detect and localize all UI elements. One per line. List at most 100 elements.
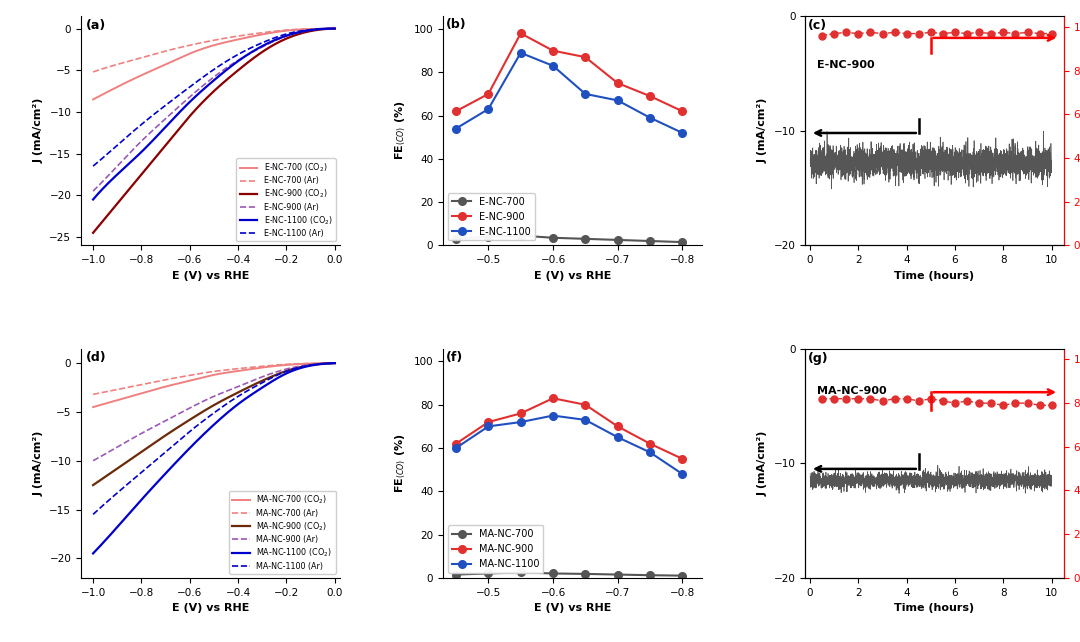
MA-NC-1100 <box>676 470 689 478</box>
Line: MA-NC-700 (Ar): MA-NC-700 (Ar) <box>93 363 335 394</box>
E-NC-900 (Ar) <box>183 94 195 101</box>
E-NC-1100 <box>676 129 689 137</box>
E-NC-700 (Ar) <box>116 59 129 67</box>
MA-NC-1100 (Ar) <box>262 376 275 383</box>
MA-NC-700 (Ar) <box>262 362 275 370</box>
MA-NC-900 <box>546 394 559 402</box>
Line: MA-NC-1100: MA-NC-1100 <box>453 412 686 478</box>
E-NC-900 (Ar) <box>86 187 99 195</box>
Y-axis label: FE$_{(CO)}$ (%): FE$_{(CO)}$ (%) <box>394 433 408 493</box>
E-NC-1100 (CO$_2$) <box>261 40 274 48</box>
E-NC-700 (CO$_2$) <box>262 30 275 37</box>
MA-NC-700 (CO$_2$) <box>262 363 275 370</box>
MA-NC-900 (CO$_2$) <box>262 374 275 381</box>
Text: (a): (a) <box>85 19 106 31</box>
MA-NC-900 <box>579 401 592 408</box>
MA-NC-1100 (Ar) <box>183 428 195 436</box>
E-NC-900 <box>579 53 592 61</box>
E-NC-700 (CO$_2$) <box>183 50 195 58</box>
MA-NC-1100 (CO$_2$) <box>262 379 275 387</box>
MA-NC-900 (Ar) <box>183 404 195 412</box>
X-axis label: E (V) vs RHE: E (V) vs RHE <box>172 271 249 281</box>
MA-NC-1100 <box>514 418 527 426</box>
MA-NC-700 <box>546 569 559 577</box>
E-NC-900 <box>676 107 689 115</box>
MA-NC-900 (CO$_2$) <box>261 374 274 382</box>
E-NC-1100 (CO$_2$) <box>262 39 275 47</box>
MA-NC-900 (Ar) <box>86 457 99 465</box>
X-axis label: Time (hours): Time (hours) <box>894 603 974 613</box>
MA-NC-700 <box>611 571 624 578</box>
E-NC-700 (CO$_2$) <box>261 30 274 37</box>
E-NC-900 (CO$_2$) <box>239 61 252 69</box>
E-NC-700 (CO$_2$) <box>165 58 178 65</box>
MA-NC-1100 <box>611 433 624 441</box>
Line: E-NC-900 (CO$_2$): E-NC-900 (CO$_2$) <box>93 28 335 233</box>
E-NC-1100 (Ar) <box>239 47 252 55</box>
MA-NC-1100 <box>644 449 657 456</box>
Legend: E-NC-700 (CO$_2$), E-NC-700 (Ar), E-NC-900 (CO$_2$), E-NC-900 (Ar), E-NC-1100 (C: E-NC-700 (CO$_2$), E-NC-700 (Ar), E-NC-9… <box>237 159 336 241</box>
E-NC-1100 (Ar) <box>262 36 275 44</box>
MA-NC-700 (Ar) <box>183 372 195 379</box>
E-NC-900 <box>514 30 527 37</box>
E-NC-1100 (CO$_2$) <box>327 24 340 32</box>
Y-axis label: FE$_{(CO)}$ (%): FE$_{(CO)}$ (%) <box>394 101 408 160</box>
E-NC-700 <box>449 235 462 243</box>
E-NC-900 (Ar) <box>116 157 129 165</box>
MA-NC-900 (CO$_2$) <box>165 428 178 435</box>
MA-NC-700 (CO$_2$) <box>86 403 99 411</box>
MA-NC-1100 <box>546 412 559 419</box>
MA-NC-900 <box>514 410 527 417</box>
E-NC-1100 (CO$_2$) <box>183 99 195 107</box>
E-NC-900 (Ar) <box>261 40 274 48</box>
MA-NC-700 <box>514 569 527 577</box>
E-NC-1100 (CO$_2$) <box>86 196 99 204</box>
Line: MA-NC-700: MA-NC-700 <box>453 569 686 580</box>
MA-NC-700 (CO$_2$) <box>165 381 178 389</box>
MA-NC-700 (CO$_2$) <box>328 360 341 367</box>
MA-NC-900 (Ar) <box>262 370 275 378</box>
Text: MA-NC-900: MA-NC-900 <box>818 386 887 396</box>
E-NC-700 <box>676 238 689 246</box>
MA-NC-900 (Ar) <box>261 371 274 379</box>
E-NC-1100 <box>449 125 462 132</box>
MA-NC-900 (CO$_2$) <box>86 482 99 489</box>
MA-NC-1100 (Ar) <box>261 376 274 384</box>
MA-NC-700 (Ar) <box>86 390 99 398</box>
E-NC-700 <box>579 235 592 243</box>
E-NC-900 <box>482 90 495 98</box>
E-NC-700 (Ar) <box>239 31 252 39</box>
E-NC-700 (Ar) <box>183 42 195 49</box>
Text: (d): (d) <box>85 351 107 365</box>
Line: E-NC-1100 (Ar): E-NC-1100 (Ar) <box>93 28 335 166</box>
Text: (g): (g) <box>808 352 828 365</box>
MA-NC-1100 (CO$_2$) <box>183 445 195 453</box>
Y-axis label: J (mA/cm²): J (mA/cm²) <box>33 98 43 163</box>
E-NC-700 <box>644 237 657 245</box>
E-NC-1100 (CO$_2$) <box>116 166 129 174</box>
Line: MA-NC-900 (CO$_2$): MA-NC-900 (CO$_2$) <box>93 363 335 485</box>
E-NC-1100 (CO$_2$) <box>239 53 252 60</box>
MA-NC-700 <box>449 571 462 578</box>
E-NC-1100 <box>579 90 592 98</box>
Line: E-NC-900 (Ar): E-NC-900 (Ar) <box>93 28 335 191</box>
Legend: MA-NC-700, MA-NC-900, MA-NC-1100: MA-NC-700, MA-NC-900, MA-NC-1100 <box>448 525 543 573</box>
E-NC-700 (Ar) <box>328 24 341 32</box>
Line: MA-NC-1100 (CO$_2$): MA-NC-1100 (CO$_2$) <box>93 363 335 553</box>
MA-NC-700 <box>579 570 592 578</box>
E-NC-900 (Ar) <box>239 52 252 60</box>
MA-NC-700 (CO$_2$) <box>261 363 274 370</box>
E-NC-1100 (CO$_2$) <box>165 116 178 124</box>
MA-NC-900 <box>482 418 495 426</box>
Line: MA-NC-900: MA-NC-900 <box>453 394 686 463</box>
MA-NC-900 (Ar) <box>116 440 129 448</box>
MA-NC-700 (CO$_2$) <box>116 395 129 403</box>
E-NC-900 (CO$_2$) <box>116 194 129 202</box>
Y-axis label: J (mA/cm²): J (mA/cm²) <box>758 98 768 163</box>
X-axis label: Time (hours): Time (hours) <box>894 271 974 281</box>
E-NC-700 (Ar) <box>261 28 274 36</box>
X-axis label: E (V) vs RHE: E (V) vs RHE <box>534 271 611 281</box>
E-NC-900 (Ar) <box>262 40 275 48</box>
Text: (c): (c) <box>808 19 826 33</box>
MA-NC-1100 (Ar) <box>239 388 252 396</box>
